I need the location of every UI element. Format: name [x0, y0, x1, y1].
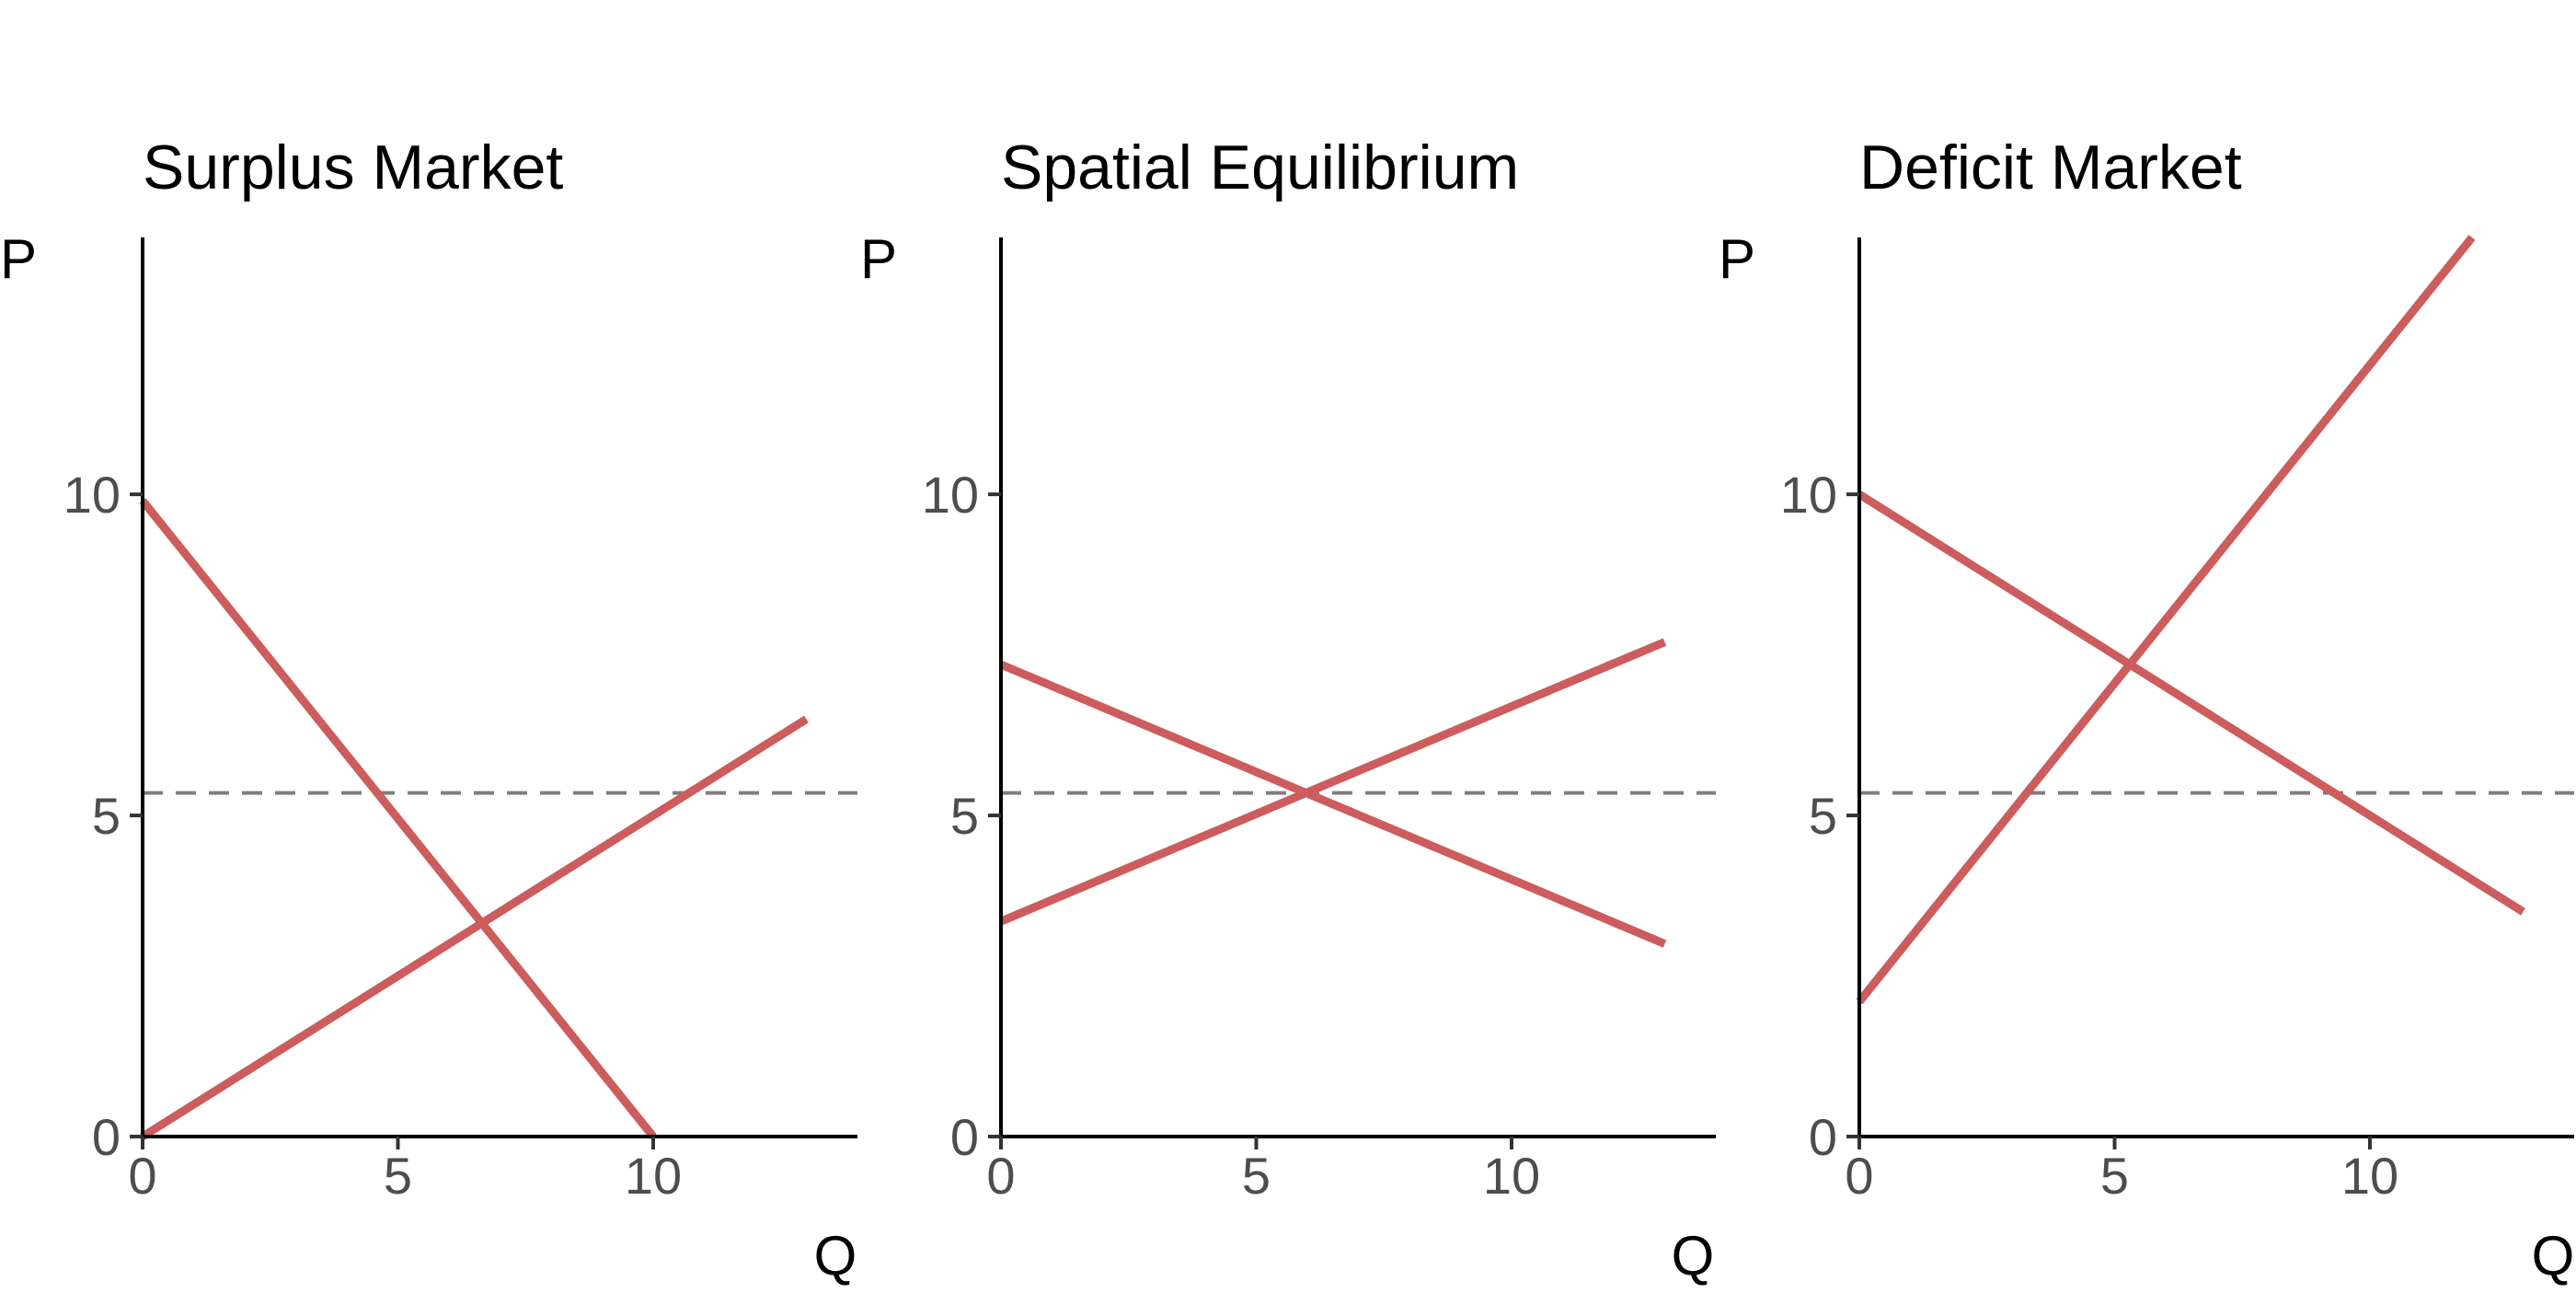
x-axis-label: Q: [814, 1225, 857, 1287]
x-tick-label: 10: [1483, 1147, 1540, 1205]
y-tick-label: 10: [922, 466, 979, 524]
x-tick-label: 5: [1242, 1147, 1271, 1205]
x-axis-label: Q: [1672, 1225, 1715, 1287]
series-line-1: [999, 660, 1667, 948]
x-axis-label: Q: [2532, 1225, 2575, 1287]
series-line-2: [1856, 235, 2476, 1005]
x-tick-label: 10: [625, 1147, 682, 1205]
y-tick-label: 5: [1809, 787, 1837, 845]
panel-deficit-market: Deficit Market P Q 0 5 10 0 5 10: [1719, 133, 2574, 1287]
series-line-2: [140, 715, 809, 1140]
y-tick-label: 5: [950, 787, 979, 845]
plot-area: 0 5 10 0 5 10: [63, 237, 857, 1205]
plot-area: 0 5 10 0 5 10: [922, 237, 1716, 1205]
y-axis-label: P: [0, 228, 37, 290]
panel-title: Deficit Market: [1859, 133, 2242, 202]
x-tick-label: 5: [2100, 1147, 2129, 1205]
x-tick-label: 5: [384, 1147, 412, 1205]
y-tick-label: 10: [63, 466, 121, 524]
y-tick-label: 5: [92, 787, 121, 845]
y-axis-label: P: [860, 228, 897, 290]
y-tick-label: 0: [92, 1108, 121, 1166]
plot-area: 0 5 10 0 5 10: [1780, 235, 2574, 1205]
x-tick-label: 10: [2341, 1147, 2398, 1205]
series-line-1: [1857, 491, 2525, 916]
series-line-2: [999, 638, 1667, 926]
panel-title: Surplus Market: [143, 133, 563, 202]
series-line-1: [139, 498, 657, 1139]
panel-surplus-market: Surplus Market P Q 0 5 10 0 5 10: [0, 133, 857, 1287]
y-tick-label: 0: [1809, 1108, 1837, 1166]
x-tick-label: 0: [1845, 1147, 1873, 1205]
x-tick-label: 0: [128, 1147, 156, 1205]
x-tick-label: 0: [986, 1147, 1015, 1205]
y-axis-label: P: [1719, 228, 1755, 290]
panel-spatial-equilibrium: Spatial Equilibrium P Q 0 5 10 0 5 10: [860, 133, 1716, 1287]
y-tick-label: 10: [1780, 466, 1837, 524]
panel-title: Spatial Equilibrium: [1001, 133, 1519, 202]
y-tick-label: 0: [950, 1108, 979, 1166]
